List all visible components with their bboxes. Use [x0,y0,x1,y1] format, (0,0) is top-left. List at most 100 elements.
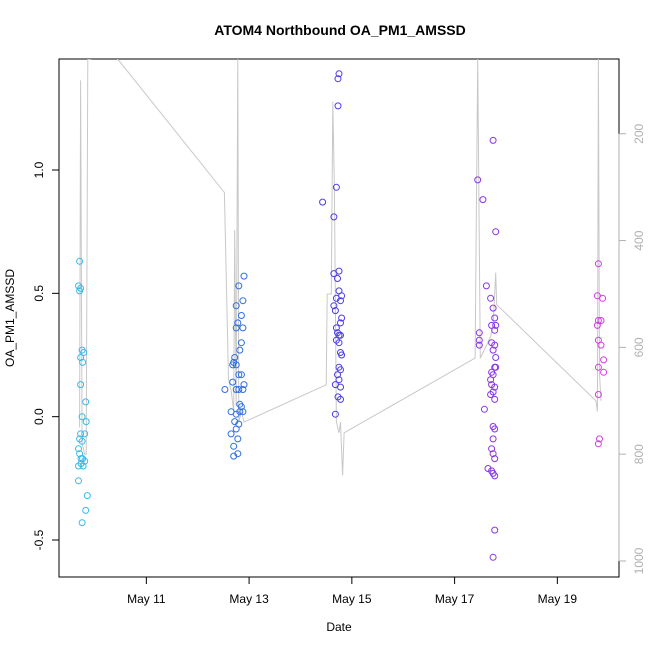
data-point [338,351,346,359]
data-point [337,383,344,391]
data-point [237,371,245,379]
data-point [491,455,499,463]
data-point [239,324,247,332]
secondary-line-layer [79,59,602,476]
data-point [227,430,235,438]
data-point [235,386,243,393]
x-tick-label: May 17 [435,592,475,606]
data-point [235,371,243,379]
data-point [594,391,602,398]
data-point [221,386,229,393]
data-point [597,341,605,349]
x-axis: May 11 May 13 May 15 May 17 May 19 [127,576,578,606]
data-point [335,339,343,347]
data-point [230,452,238,460]
data-point [491,395,499,403]
data-point [334,275,341,282]
data-point [491,526,499,534]
data-point [77,430,85,438]
data-point [332,324,340,332]
data-point [77,284,85,292]
data-point [492,363,500,371]
data-point [337,366,344,374]
data-point [488,445,496,453]
y-tick-label: 0.0 [32,408,46,425]
x-tick-label: May 15 [332,592,372,606]
data-point [334,371,341,379]
data-point [75,477,82,485]
data-point [593,321,601,329]
data-point [492,321,500,329]
data-point [594,317,602,324]
y-tick-label: -0.5 [32,529,46,550]
data-point [236,346,244,354]
data-point [239,297,247,305]
data-point [81,457,89,465]
data-point [492,354,500,361]
data-point [79,462,87,470]
data-point [338,314,346,322]
data-point [332,294,340,302]
data-point [235,282,243,290]
data-point [234,435,242,443]
y-axis: -0.5 0.0 0.5 1.0 [32,161,60,550]
data-point [600,356,608,364]
x-axis-label: Date [326,620,352,634]
data-point [594,363,602,371]
y-axis-label: OA_PM1_AMSSD [3,269,17,367]
data-point [489,435,497,443]
data-point [237,339,245,347]
data-point [334,102,342,110]
data-point [594,440,602,448]
data-point [330,213,338,221]
data-point [330,270,338,278]
data-point [319,198,327,206]
data-point [475,336,483,344]
data-point [491,326,499,334]
data-point [240,272,248,280]
data-point [232,386,240,393]
y2-tick-label: 400 [632,230,646,250]
data-point [491,314,499,322]
data-point [229,378,237,386]
x-tick-label: May 11 [127,592,166,606]
data-point [81,430,89,438]
data-point [332,183,340,191]
data-point [475,329,483,337]
data-point [492,228,500,236]
data-point [232,410,240,418]
data-point [482,282,490,290]
data-point [331,307,339,315]
data-point [487,391,495,398]
data-point [230,442,238,450]
data-point [83,492,91,500]
data-point [337,331,344,339]
data-point [78,413,86,421]
y2-axis: 200 400 600 800 1000 [618,123,646,574]
data-point [79,358,87,366]
data-point [239,386,247,393]
data-point [78,437,86,445]
data-point [231,354,239,361]
data-point [484,465,492,472]
data-point [229,361,237,369]
y-tick-label: 1.0 [32,161,46,178]
data-point [234,319,242,327]
data-point [80,349,88,356]
data-point [489,450,497,458]
data-point [337,395,344,403]
data-point [491,472,499,480]
data-point [78,519,86,527]
y2-tick-label: 1000 [632,547,646,574]
secondary-line [79,59,602,476]
data-point [489,304,497,312]
data-point [239,408,247,416]
x-tick-label: May 13 [229,592,269,606]
x-tick-label: May 19 [538,592,578,606]
data-point [599,294,607,302]
data-point [597,317,605,324]
data-point [232,425,240,433]
data-point [75,445,82,453]
